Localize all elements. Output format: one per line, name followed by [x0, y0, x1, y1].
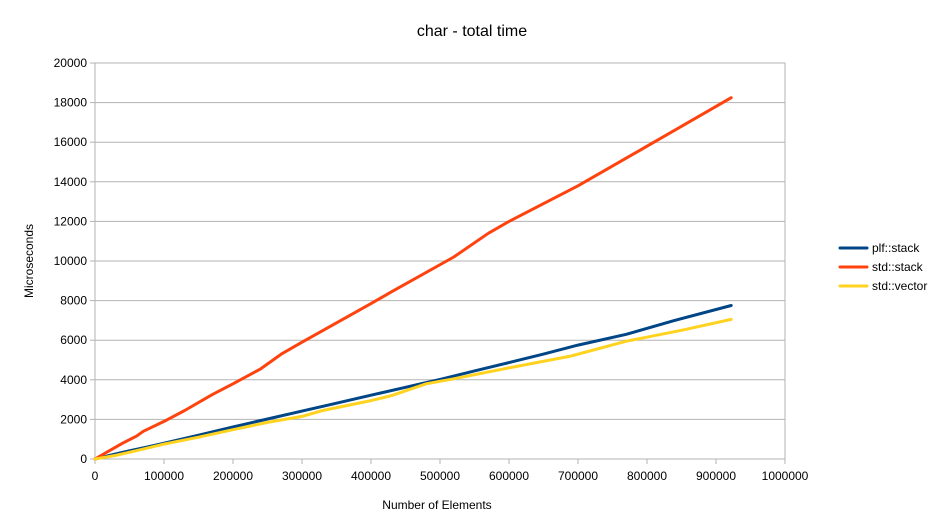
legend-label: plf::stack — [872, 241, 920, 255]
series-line-std-vector — [93, 317, 733, 461]
x-tick-label: 900000 — [696, 469, 736, 483]
series-line-std-stack — [93, 96, 733, 461]
y-axis: 0 2000 4000 6000 8000 10000 12000 14000 16000 180… — [54, 56, 95, 466]
y-tick-label: 20000 — [54, 56, 88, 70]
chart-title: char - total time — [417, 23, 527, 40]
x-tick-label: 500000 — [420, 469, 460, 483]
y-tick-label: 18000 — [54, 96, 88, 110]
x-tick-label: 300000 — [282, 469, 322, 483]
x-tick-label: 700000 — [558, 469, 598, 483]
x-tick-label: 1000000 — [762, 469, 809, 483]
y-tick-label: 8000 — [60, 294, 87, 308]
y-tick-label: 16000 — [54, 135, 88, 149]
y-tick-label: 14000 — [54, 175, 88, 189]
x-tick-label: 200000 — [213, 469, 253, 483]
legend-label: std::vector — [872, 279, 927, 293]
y-tick-label: 12000 — [54, 214, 88, 228]
x-tick-label: 0 — [92, 469, 99, 483]
series-lines — [93, 96, 733, 461]
y-tick-label: 4000 — [60, 373, 87, 387]
x-tick-label: 400000 — [351, 469, 391, 483]
x-tick-label: 100000 — [144, 469, 184, 483]
legend-label: std::stack — [872, 260, 924, 274]
y-tick-label: 2000 — [60, 412, 87, 426]
x-axis-title: Number of Elements — [382, 498, 491, 512]
x-axis: 0 100000 200000 300000 400000 500000 600000 700… — [92, 459, 809, 483]
y-tick-label: 0 — [80, 452, 87, 466]
y-tick-label: 6000 — [60, 333, 87, 347]
y-tick-label: 10000 — [54, 254, 88, 268]
y-axis-title: Microseconds — [22, 224, 36, 298]
x-tick-label: 800000 — [627, 469, 667, 483]
x-tick-label: 600000 — [489, 469, 529, 483]
